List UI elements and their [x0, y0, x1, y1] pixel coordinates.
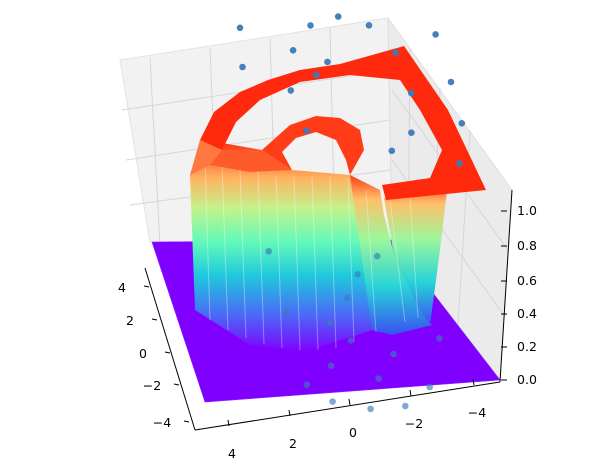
x-axis-line: [194, 381, 501, 431]
scatter-point: [239, 63, 246, 71]
scatter-series: [236, 13, 466, 413]
surface-top-outer-ring: [200, 46, 486, 200]
scatter-point: [456, 160, 463, 167]
surface-mesh-lines: [204, 159, 419, 351]
scatter-point: [327, 362, 335, 370]
scatter-point: [347, 337, 355, 344]
scatter-point: [432, 31, 439, 38]
scatter-point: [236, 24, 244, 32]
surface-wall-front-mid: [350, 175, 432, 335]
scatter-point: [354, 271, 361, 278]
x-tick-mark: [472, 378, 475, 386]
scatter-point: [303, 127, 310, 135]
scatter-point: [392, 49, 400, 56]
scatter-point: [447, 78, 455, 86]
y-tick-mark: [183, 420, 190, 423]
x-tick-label: −2: [405, 416, 423, 431]
surface-top-inner-c: [262, 116, 364, 175]
z-tick-label: 0.6: [517, 273, 537, 288]
y-tick-mark: [164, 351, 171, 354]
z-tick-label: 0.0: [517, 372, 537, 387]
y-tick-mark: [143, 285, 150, 288]
scatter-point: [265, 248, 273, 255]
surface-body: [190, 46, 486, 352]
scatter-point: [303, 381, 311, 389]
z-tick-label: 0.8: [517, 238, 537, 253]
surface-top-left-shade: [190, 140, 222, 175]
z-tick-label: 0.4: [517, 306, 537, 321]
x-tick-label: −4: [468, 405, 486, 420]
scatter-point: [426, 383, 434, 391]
x-tick-mark: [288, 409, 291, 417]
surface-wall-front-left: [190, 140, 372, 352]
scatter-point: [436, 335, 443, 342]
y-tick-mark: [173, 383, 180, 386]
scatter-point: [289, 47, 297, 54]
y-tick-label: 0: [139, 346, 147, 361]
surface-wall-right: [384, 182, 448, 325]
y-tick-label: 2: [126, 313, 134, 328]
z-tick-label: 0.2: [517, 339, 537, 354]
z-tick-label: 1.0: [517, 203, 537, 218]
x-tick-mark: [409, 389, 412, 397]
scatter-point: [324, 58, 331, 66]
scatter-point: [367, 405, 374, 413]
scatter-point: [326, 319, 334, 327]
z-axis-line: [499, 189, 513, 383]
scatter-point: [287, 87, 295, 94]
scatter-point: [402, 402, 409, 410]
x-tick-label: 2: [289, 436, 297, 451]
scatter-point: [307, 22, 314, 29]
scatter-point: [458, 120, 466, 127]
scatter-point: [408, 89, 415, 97]
scatter-point: [334, 13, 342, 20]
scatter-point: [282, 309, 290, 317]
y-tick-label: −2: [143, 378, 161, 393]
z-ticks: 0.0 0.2 0.4 0.6 0.8 1.0: [501, 203, 537, 387]
scatter-point: [329, 398, 336, 405]
y-tick-label: −4: [153, 415, 171, 430]
scatter-point: [388, 147, 396, 155]
scatter-point: [365, 22, 373, 29]
y-tick-label: 4: [118, 280, 126, 295]
x-tick-mark: [348, 398, 351, 406]
axis-lines: [144, 189, 513, 431]
scatter-point: [373, 252, 381, 260]
x-tick-mark: [227, 419, 230, 427]
y-tick-mark: [151, 318, 158, 321]
surface-top-bridge: [210, 150, 292, 172]
x-tick-label: 0: [349, 425, 357, 440]
scatter-point: [375, 375, 382, 382]
scatter-point: [390, 350, 397, 358]
scatter-point: [408, 129, 415, 136]
x-tick-label: 4: [228, 446, 236, 461]
y-axis-line: [144, 267, 196, 431]
x-ticks: 4 2 0 −2 −4: [227, 378, 486, 461]
scatter-point: [313, 71, 320, 79]
y-ticks: 4 2 0 −2 −4: [118, 280, 190, 430]
scatter-point: [344, 294, 351, 302]
